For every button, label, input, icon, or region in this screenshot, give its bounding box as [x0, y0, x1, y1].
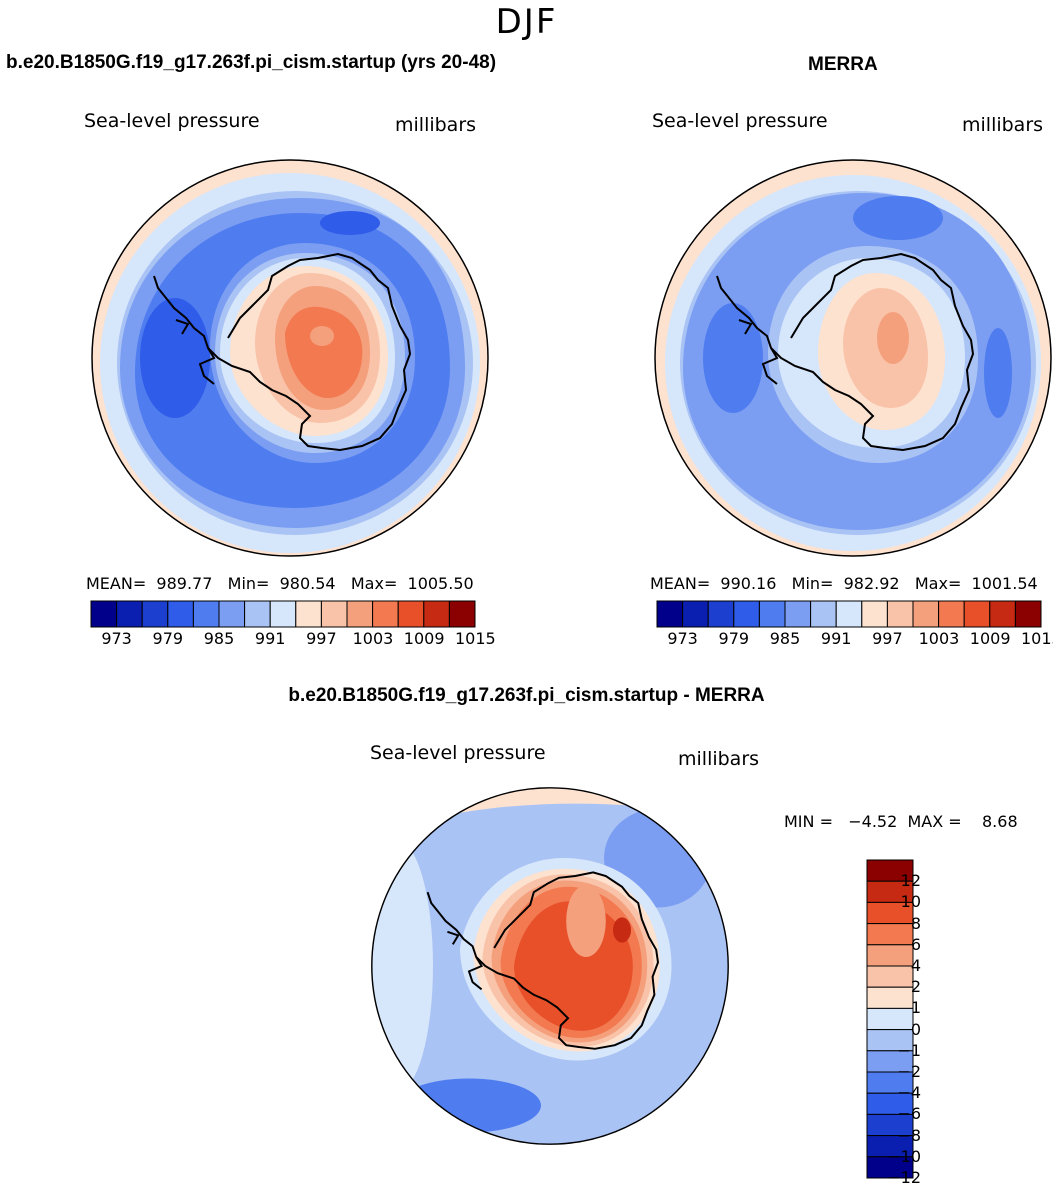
colorbar-swatch: [346, 600, 374, 628]
colorbar-swatch: [886, 600, 914, 628]
panel-diff-stats: MIN = −4.52 MAX = 8.68: [784, 812, 1018, 831]
map-diff-pos-light: [566, 885, 606, 957]
map-merra-low-east: [984, 328, 1012, 418]
map-model: [91, 159, 489, 557]
colorbar-tick-label: 4: [910, 956, 921, 975]
colorbar-swatch: [682, 600, 709, 628]
map-diff: [371, 787, 729, 1145]
colorbar-tick-label: −6: [897, 1104, 921, 1124]
colorbar-tick-label: 985: [769, 629, 801, 648]
colorbar-swatch: [656, 600, 684, 628]
panel-merra-variable: Sea-level pressure: [652, 110, 828, 132]
colorbar-tick-label: 1003: [918, 629, 960, 648]
map-model-ice-peak: [310, 326, 334, 346]
map-merra: [654, 159, 1052, 557]
colorbar-tick-label: 997: [306, 629, 337, 648]
colorbar-swatch: [861, 600, 888, 628]
map-model-low-west: [140, 298, 210, 418]
colorbar-swatch: [963, 600, 991, 628]
colorbar-diff: [866, 859, 914, 1179]
panel-diff-title: b.e20.B1850G.f19_g17.263f.pi_cism.startu…: [288, 685, 765, 706]
colorbar-tick-label: −1: [897, 1040, 921, 1060]
colorbar-swatch: [167, 600, 194, 628]
colorbar-swatch: [866, 1156, 914, 1179]
colorbar-swatch: [90, 600, 118, 628]
colorbar-swatch: [244, 600, 271, 628]
colorbar-swatch: [989, 600, 1016, 628]
panel-merra-units: millibars: [962, 114, 1044, 136]
map-merra-low-north: [853, 196, 943, 240]
map-model-coastline: [153, 252, 412, 452]
colorbar-tick-label: −4: [897, 1083, 921, 1103]
colorbar-swatch: [141, 600, 169, 628]
colorbar-swatch: [372, 600, 399, 628]
panel-merra-title: MERRA: [808, 54, 878, 75]
season-title: DJF: [495, 2, 558, 42]
map-merra-low-west: [703, 303, 763, 413]
colorbar-tick-label: 1009: [403, 629, 445, 648]
colorbar-swatch: [784, 600, 812, 628]
colorbar-tick-label: 6: [910, 934, 921, 954]
colorbar-swatch: [912, 600, 940, 628]
colorbar-swatch: [448, 600, 476, 628]
panel-merra-stats: MEAN= 990.16 Min= 982.92 Max= 1001.54: [650, 574, 1038, 593]
colorbar-tick-label: 1: [910, 998, 921, 1018]
colorbar-tick-label: −8: [897, 1125, 921, 1145]
colorbar-swatch: [835, 600, 863, 628]
colorbar-tick-label: 973: [667, 629, 698, 648]
colorbar-swatch: [192, 600, 220, 628]
colorbar-tick-label: 10: [900, 892, 921, 912]
colorbar-merra: [656, 600, 1042, 628]
colorbar-swatch: [320, 600, 348, 628]
colorbar-tick-label: −2: [897, 1062, 921, 1081]
colorbar-tick-label: −12: [887, 1168, 921, 1187]
colorbar-tick-label: 979: [718, 629, 750, 648]
panel-diff-units: millibars: [678, 748, 760, 770]
colorbar-swatch: [295, 600, 322, 628]
panel-model-stats: MEAN= 989.77 Min= 980.54 Max= 1005.50: [86, 574, 474, 593]
colorbar-model: [90, 600, 476, 628]
colorbar-tick-label: 12: [900, 871, 921, 891]
map-diff-coastline: [426, 871, 660, 1050]
map-model-ice-4: [285, 306, 363, 398]
colorbar-tick-label: 991: [254, 629, 286, 648]
colorbar-tick-label: 1015: [455, 629, 496, 648]
colorbar-swatch: [1014, 600, 1042, 628]
colorbar-swatch: [810, 600, 837, 628]
colorbar-tick-label: −10: [887, 1146, 921, 1166]
map-diff-pos-max: [613, 917, 631, 943]
map-merra-ice-peak: [877, 312, 909, 364]
map-model-low-north: [320, 211, 380, 235]
colorbar-tick-label: 997: [872, 629, 903, 648]
panel-model-variable: Sea-level pressure: [84, 110, 260, 132]
colorbar-tick-label: 985: [203, 629, 235, 648]
panel-model-title: b.e20.B1850G.f19_g17.263f.pi_cism.startu…: [6, 52, 497, 73]
colorbar-tick-label: 0: [910, 1019, 921, 1039]
colorbar-tick-label: 991: [820, 629, 852, 648]
colorbar-swatch: [397, 600, 425, 628]
colorbar-tick-label: 1015: [1021, 629, 1053, 648]
colorbar-tick-label: 1009: [969, 629, 1011, 648]
colorbar-tick-label: 1003: [352, 629, 394, 648]
colorbar-swatch: [423, 600, 450, 628]
colorbar-tick-label: 8: [910, 913, 921, 933]
colorbar-swatch: [116, 600, 143, 628]
colorbar-swatch: [758, 600, 786, 628]
colorbar-tick-label: 979: [152, 629, 184, 648]
colorbar-tick-label: 2: [910, 977, 921, 997]
panel-diff-variable: Sea-level pressure: [370, 742, 546, 764]
colorbar-swatch: [707, 600, 735, 628]
colorbar-swatch: [269, 600, 297, 628]
colorbar-tick-label: 973: [101, 629, 132, 648]
map-merra-coastline: [716, 252, 975, 452]
colorbar-swatch: [938, 600, 965, 628]
colorbar-swatch: [218, 600, 246, 628]
colorbar-swatch: [733, 600, 760, 628]
panel-model-units: millibars: [395, 114, 477, 136]
